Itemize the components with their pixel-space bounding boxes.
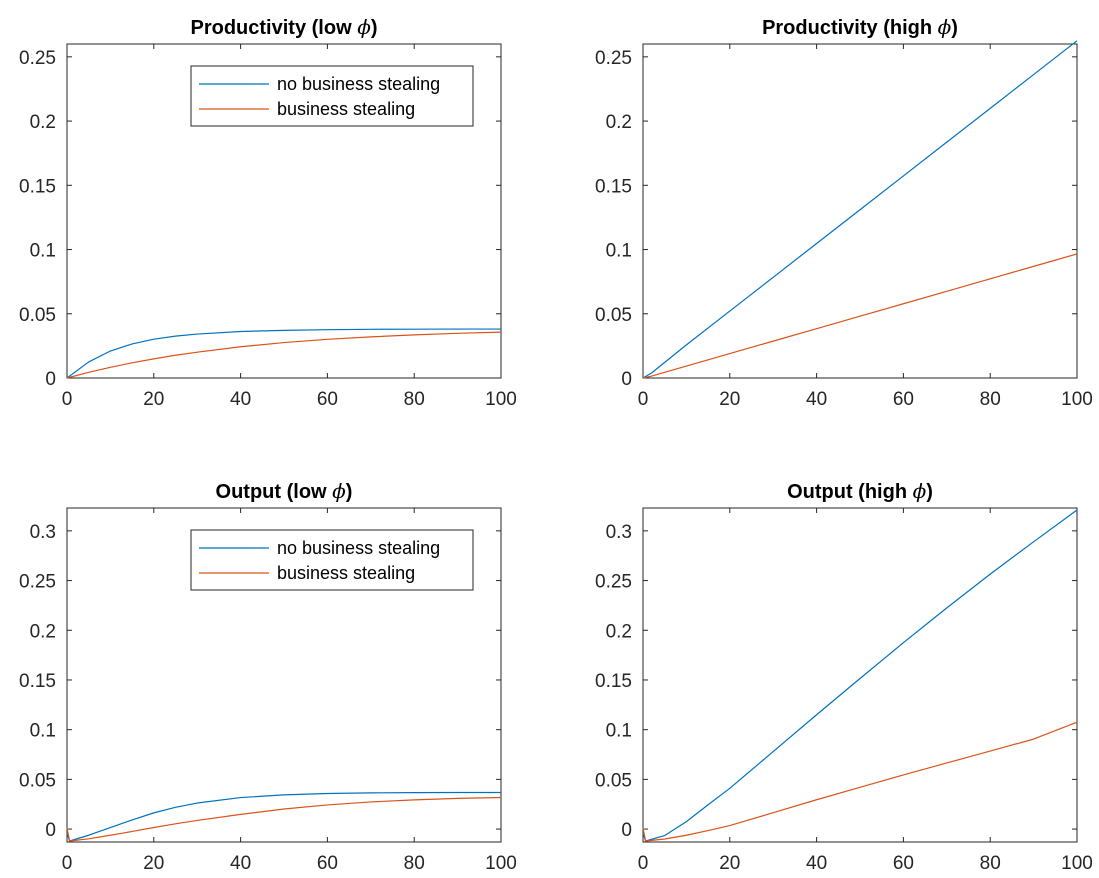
legend-label-no-business-stealing: no business stealing	[277, 74, 440, 94]
chart-title-text: Output (low	[216, 481, 333, 503]
y-tick-label: 0.3	[606, 522, 632, 543]
chart-title: Output (low ϕ)	[216, 479, 353, 503]
chart-title-close: )	[346, 481, 353, 503]
x-tick-label: 100	[485, 853, 517, 874]
x-tick-label: 20	[719, 853, 740, 874]
x-tick-label: 20	[143, 853, 164, 874]
y-tick-label: 0.2	[606, 112, 632, 133]
series-line-no-business-stealing	[66, 328, 501, 379]
series-line-business-stealing	[66, 796, 502, 842]
legend-box	[190, 529, 474, 591]
phi-symbol: ϕ	[938, 15, 952, 39]
chart-title-text: Output (high	[787, 481, 913, 503]
y-tick-label: 0.05	[595, 770, 632, 791]
y-tick-label: 0.3	[30, 522, 56, 543]
y-tick-label: 0.15	[595, 176, 632, 197]
y-tick-label: 0.15	[595, 671, 632, 692]
y-tick-label: 0.1	[30, 721, 56, 742]
y-tick-label: 0	[621, 369, 632, 390]
y-tick-label: 0.25	[595, 48, 632, 69]
y-tick-label: 0	[45, 369, 56, 390]
series-line-no-business-stealing	[66, 791, 501, 842]
y-tick-label: 0.25	[595, 572, 632, 593]
chart-title-close: )	[371, 17, 378, 39]
chart-title: Output (high ϕ)	[787, 479, 933, 503]
legend-box	[190, 65, 474, 127]
x-tick-label: 60	[317, 389, 338, 410]
chart-title-close: )	[926, 481, 933, 503]
x-tick-label: 80	[980, 853, 1001, 874]
panel-productivity-low-phi: 0 20 40 60 80 100 0 0.05 0.1 0.15 0.2 0.25 Productiv…	[19, 15, 517, 410]
phi-symbol: ϕ	[913, 479, 927, 503]
panel-output-low-phi: 0 20 40 60 80 100 0 0.05 0.1 0.15 0.2 0.25 0.3 Output…	[19, 479, 517, 874]
y-tick-label: 0.2	[30, 621, 56, 642]
y-tick-label: 0.2	[606, 621, 632, 642]
x-tick-label: 40	[230, 853, 251, 874]
x-tick-label: 20	[719, 389, 740, 410]
x-tick-label: 100	[1061, 853, 1093, 874]
legend-label-business-stealing: business stealing	[277, 563, 415, 583]
y-tick-label: 0.15	[19, 671, 56, 692]
panel-productivity-high-phi: 0 20 40 60 80 100 0 0.05 0.1 0.15 0.2 0.25 Productiv…	[595, 15, 1093, 410]
chart-title-text: Productivity (high	[762, 17, 938, 39]
x-tick-label: 0	[638, 853, 649, 874]
y-tick-label: 0.2	[30, 112, 56, 133]
x-tick-label: 80	[404, 389, 425, 410]
x-tick-label: 80	[404, 853, 425, 874]
y-tick-label: 0.05	[595, 305, 632, 326]
legend-label-no-business-stealing: no business stealing	[277, 538, 440, 558]
series-line-business-stealing	[66, 331, 502, 379]
x-tick-label: 60	[893, 389, 914, 410]
x-tick-label: 60	[317, 853, 338, 874]
chart-title: Productivity (high ϕ)	[762, 15, 958, 39]
legend: no business stealing business stealing	[190, 65, 474, 127]
y-tick-label: 0.05	[19, 305, 56, 326]
series-line-no-business-stealing	[642, 509, 1078, 842]
series-line-business-stealing	[642, 253, 1078, 379]
y-tick-label: 0.25	[19, 48, 56, 69]
legend-label-business-stealing: business stealing	[277, 99, 415, 119]
x-tick-label: 0	[638, 389, 649, 410]
series-line-no-business-stealing	[642, 40, 1078, 379]
y-tick-label: 0.1	[606, 721, 632, 742]
x-tick-label: 0	[62, 853, 73, 874]
x-tick-label: 80	[980, 389, 1001, 410]
y-tick-label: 0.1	[606, 241, 632, 262]
y-tick-label: 0.1	[30, 241, 56, 262]
phi-symbol: ϕ	[332, 479, 346, 503]
panel-output-high-phi: 0 20 40 60 80 100 0 0.05 0.1 0.15 0.2 0.25 0.3 Output…	[595, 479, 1093, 874]
phi-symbol: ϕ	[357, 15, 371, 39]
legend: no business stealing business stealing	[190, 529, 474, 591]
y-tick-label: 0	[45, 820, 56, 841]
y-tick-label: 0	[621, 820, 632, 841]
series-line-business-stealing	[642, 721, 1078, 842]
x-tick-label: 20	[143, 389, 164, 410]
x-tick-label: 0	[62, 389, 73, 410]
x-tick-label: 100	[485, 389, 517, 410]
x-tick-label: 40	[230, 389, 251, 410]
y-tick-label: 0.15	[19, 176, 56, 197]
chart-title-text: Productivity (low	[191, 17, 358, 39]
x-tick-label: 100	[1061, 389, 1093, 410]
chart-title-close: )	[951, 17, 958, 39]
y-tick-label: 0.25	[19, 572, 56, 593]
x-tick-label: 40	[806, 853, 827, 874]
x-tick-label: 40	[806, 389, 827, 410]
y-tick-label: 0.05	[19, 770, 56, 791]
x-tick-label: 60	[893, 853, 914, 874]
chart-title: Productivity (low ϕ)	[191, 15, 378, 39]
